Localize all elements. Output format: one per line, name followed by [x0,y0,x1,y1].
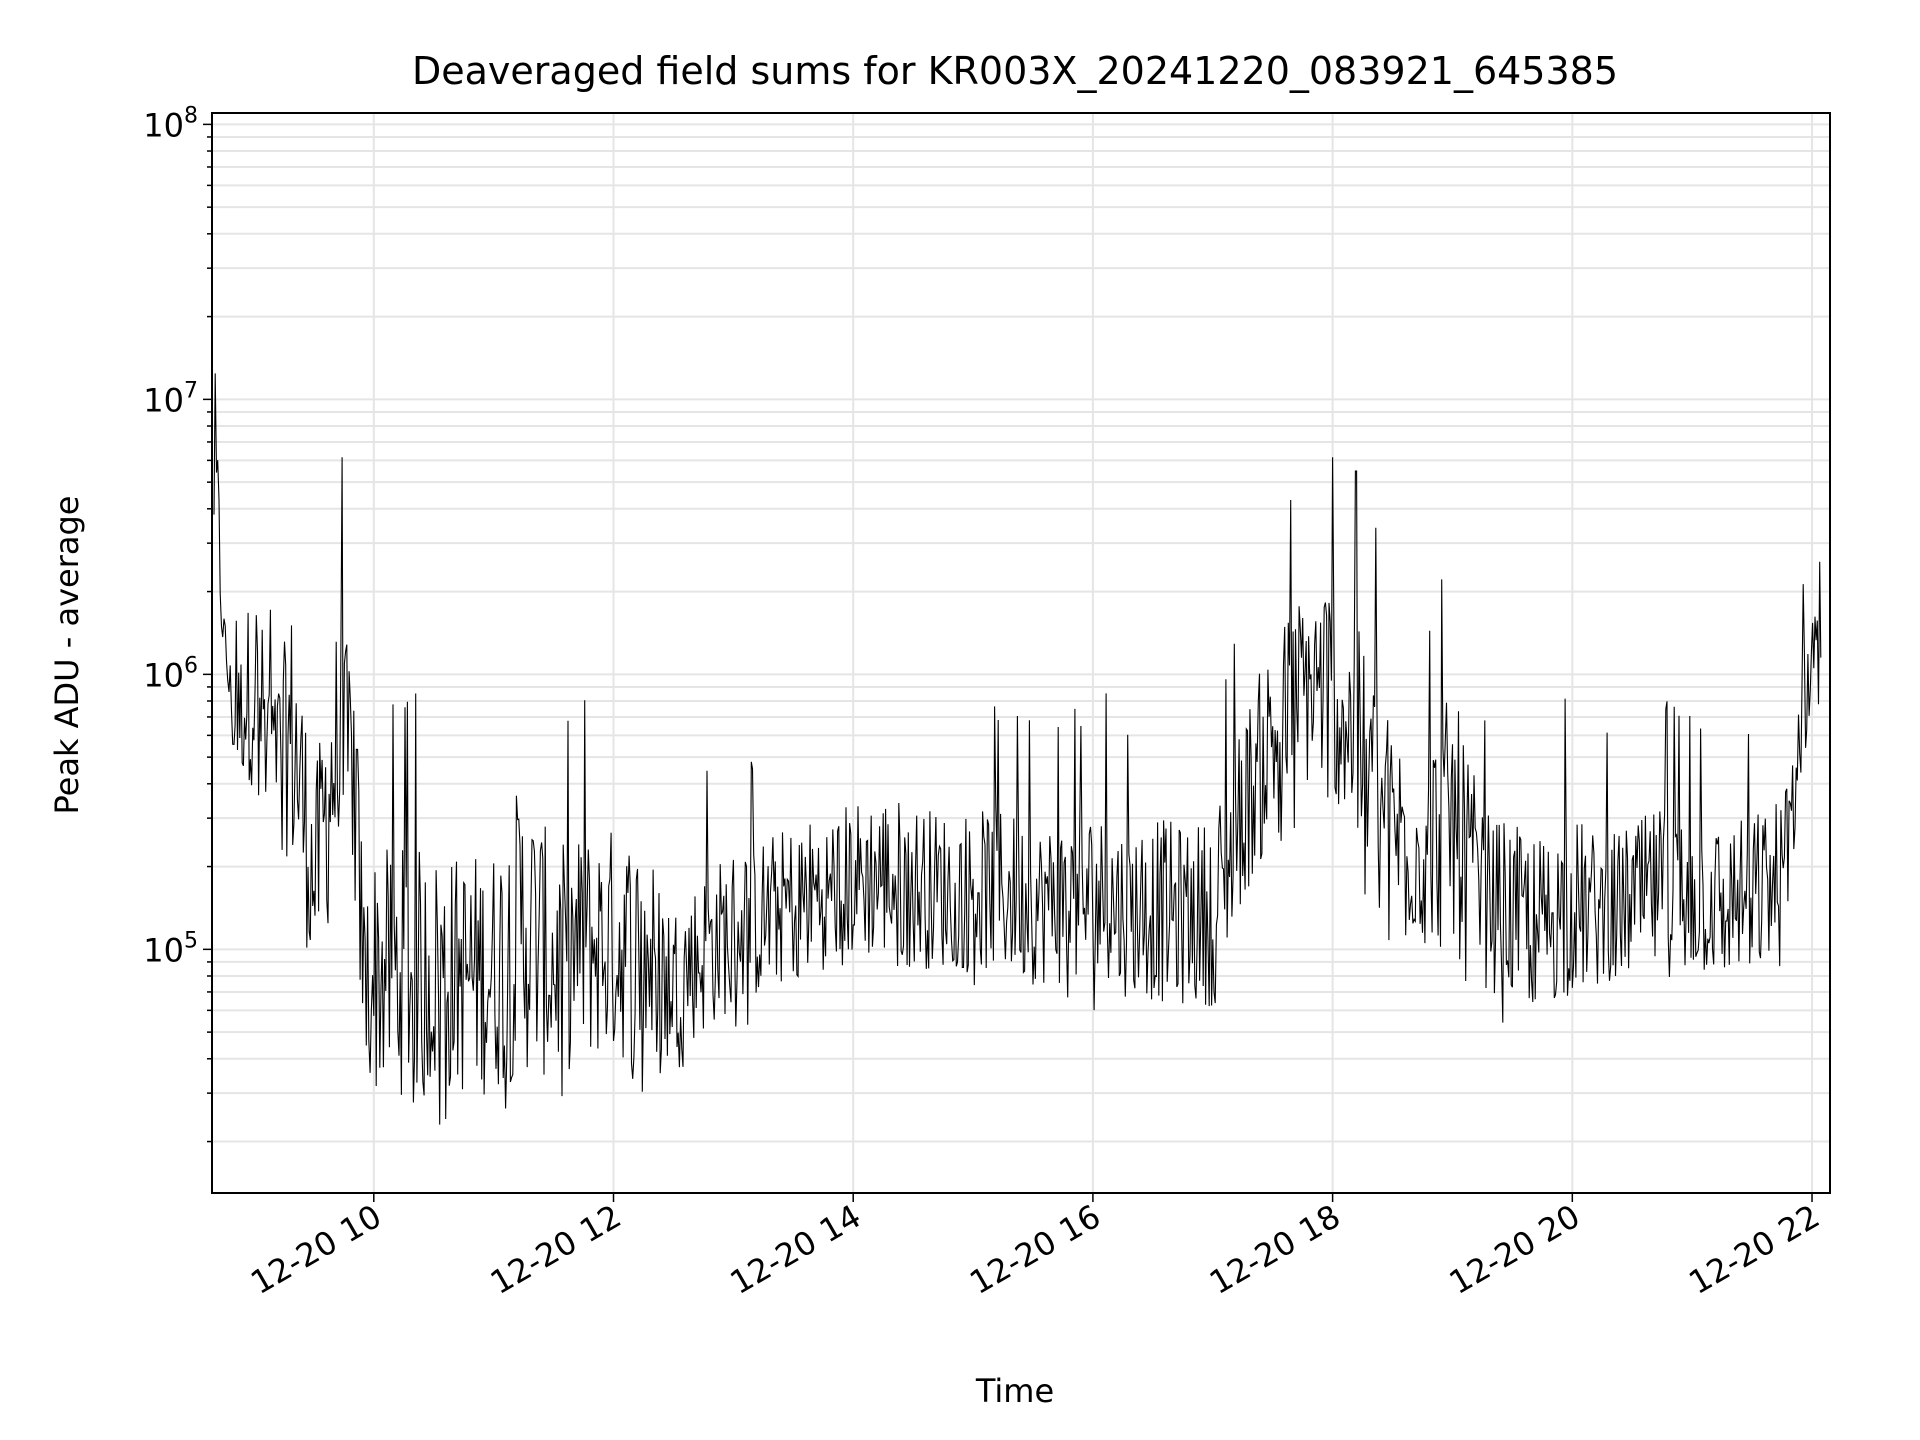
x-tick-label: 12-20 18 [1203,1197,1347,1302]
y-tick-label: 107 [143,378,198,419]
x-tick-label: 12-20 12 [484,1197,628,1302]
x-tick-label: 12-20 20 [1443,1197,1587,1302]
y-tick-label: 105 [143,928,198,969]
x-tick-label: 12-20 14 [724,1197,868,1302]
x-tick-label: 12-20 10 [244,1197,388,1302]
x-tick-label: 12-20 22 [1682,1197,1826,1302]
chart-title: Deaveraged field sums for KR003X_2024122… [412,49,1618,93]
axis-ticks: 105 106 107 108 12-20 10 12-20 12 12-20 14 12-2… [143,103,1826,1301]
x-axis-label: Time [975,1372,1054,1410]
plot-frame [211,112,1831,1194]
y-axis-label: Peak ADU - average [48,496,86,815]
series-line [213,373,1822,1125]
y-tick-label: 108 [143,103,198,144]
y-tick-label: 106 [143,653,198,694]
data-series [213,373,1822,1125]
x-tick-label: 12-20 16 [963,1197,1107,1302]
